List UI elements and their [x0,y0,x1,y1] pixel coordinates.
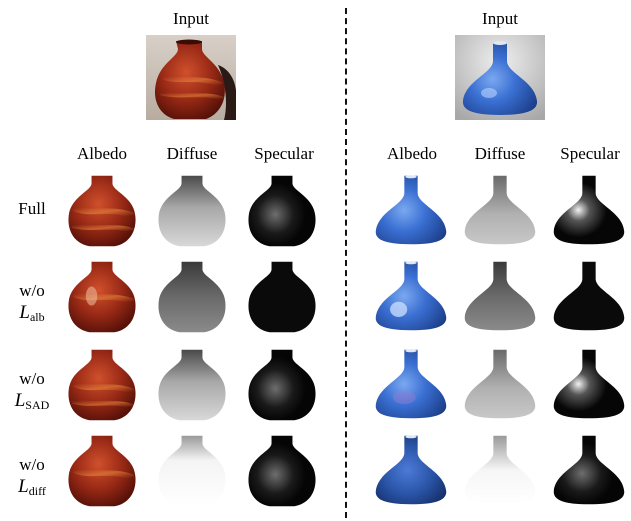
left-full-specular [243,172,321,250]
right-woalb-specular [550,258,628,336]
right-full-specular [550,172,628,250]
left-wodiff-diffuse [153,432,231,510]
row-label-wo-diff: w/o Ldiff [2,454,62,502]
right-col-diffuse: Diffuse [474,144,526,163]
left-woalb-diffuse [153,258,231,336]
left-full-diffuse [153,172,231,250]
right-woalb-albedo [372,258,450,336]
right-wodiff-specular [550,432,628,510]
row-label-subscript: SAD [25,398,50,412]
right-wosad-specular [550,346,628,424]
column-divider [345,8,347,518]
right-wosad-diffuse [461,346,539,424]
row-label-wo-alb: w/o Lalb [2,280,62,328]
left-wodiff-specular [243,432,321,510]
right-input-label: Input [482,9,518,28]
left-input-label: Input [173,9,209,28]
left-wosad-diffuse [153,346,231,424]
left-wodiff-albedo [63,432,141,510]
left-full-albedo [63,172,141,250]
right-wodiff-albedo [372,432,450,510]
left-woalb-albedo [63,258,141,336]
left-woalb-specular [243,258,321,336]
right-full-diffuse [461,172,539,250]
right-woalb-diffuse [461,258,539,336]
left-wosad-specular [243,346,321,424]
row-label-line1: w/o [19,281,45,300]
row-label-symbol: L [19,302,30,323]
left-input-photo [146,35,236,120]
left-col-diffuse: Diffuse [166,144,218,163]
row-label-full: Full [2,198,62,220]
right-col-specular: Specular [560,144,620,163]
right-input-photo [455,35,545,120]
row-label-line1: w/o [19,369,45,388]
row-label-subscript: diff [28,484,46,498]
row-label-line1: w/o [19,455,45,474]
right-full-albedo [372,172,450,250]
left-wosad-albedo [63,346,141,424]
right-wosad-albedo [372,346,450,424]
right-col-albedo: Albedo [386,144,438,163]
right-wodiff-diffuse [461,432,539,510]
row-label-symbol: L [14,390,26,411]
row-label-symbol: L [18,476,29,497]
row-label-wo-sad: w/o LSAD [2,368,62,416]
left-col-albedo: Albedo [76,144,128,163]
row-label-subscript: alb [29,310,45,324]
row-label-line1: Full [18,199,46,218]
left-col-specular: Specular [254,144,314,163]
